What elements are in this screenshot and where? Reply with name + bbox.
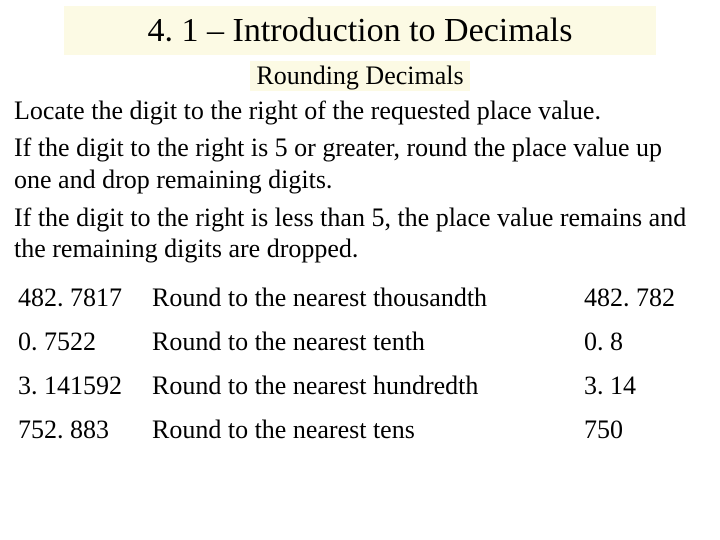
example-answer: 750 <box>584 415 706 445</box>
table-row: 3. 141592 Round to the nearest hundredth… <box>18 371 706 401</box>
example-number: 482. 7817 <box>18 283 152 313</box>
example-number: 752. 883 <box>18 415 152 445</box>
subtitle: Rounding Decimals <box>250 61 469 91</box>
section-title: 4. 1 – Introduction to Decimals <box>64 6 656 55</box>
example-number: 0. 7522 <box>18 327 152 357</box>
example-instruction: Round to the nearest tenth <box>152 327 584 357</box>
rule-line: Locate the digit to the right of the req… <box>14 95 706 127</box>
rule-line: If the digit to the right is 5 or greate… <box>14 132 706 195</box>
examples-table: 482. 7817 Round to the nearest thousandt… <box>18 283 706 445</box>
example-instruction: Round to the nearest hundredth <box>152 371 584 401</box>
table-row: 482. 7817 Round to the nearest thousandt… <box>18 283 706 313</box>
table-row: 0. 7522 Round to the nearest tenth 0. 8 <box>18 327 706 357</box>
example-number: 3. 141592 <box>18 371 152 401</box>
example-instruction: Round to the nearest thousandth <box>152 283 584 313</box>
table-row: 752. 883 Round to the nearest tens 750 <box>18 415 706 445</box>
example-answer: 0. 8 <box>584 327 706 357</box>
rule-line: If the digit to the right is less than 5… <box>14 202 706 265</box>
example-answer: 482. 782 <box>584 283 706 313</box>
slide: 4. 1 – Introduction to Decimals Rounding… <box>0 6 720 540</box>
rules-block: Locate the digit to the right of the req… <box>14 95 706 266</box>
example-instruction: Round to the nearest tens <box>152 415 584 445</box>
example-answer: 3. 14 <box>584 371 706 401</box>
subtitle-wrap: Rounding Decimals <box>0 61 720 91</box>
